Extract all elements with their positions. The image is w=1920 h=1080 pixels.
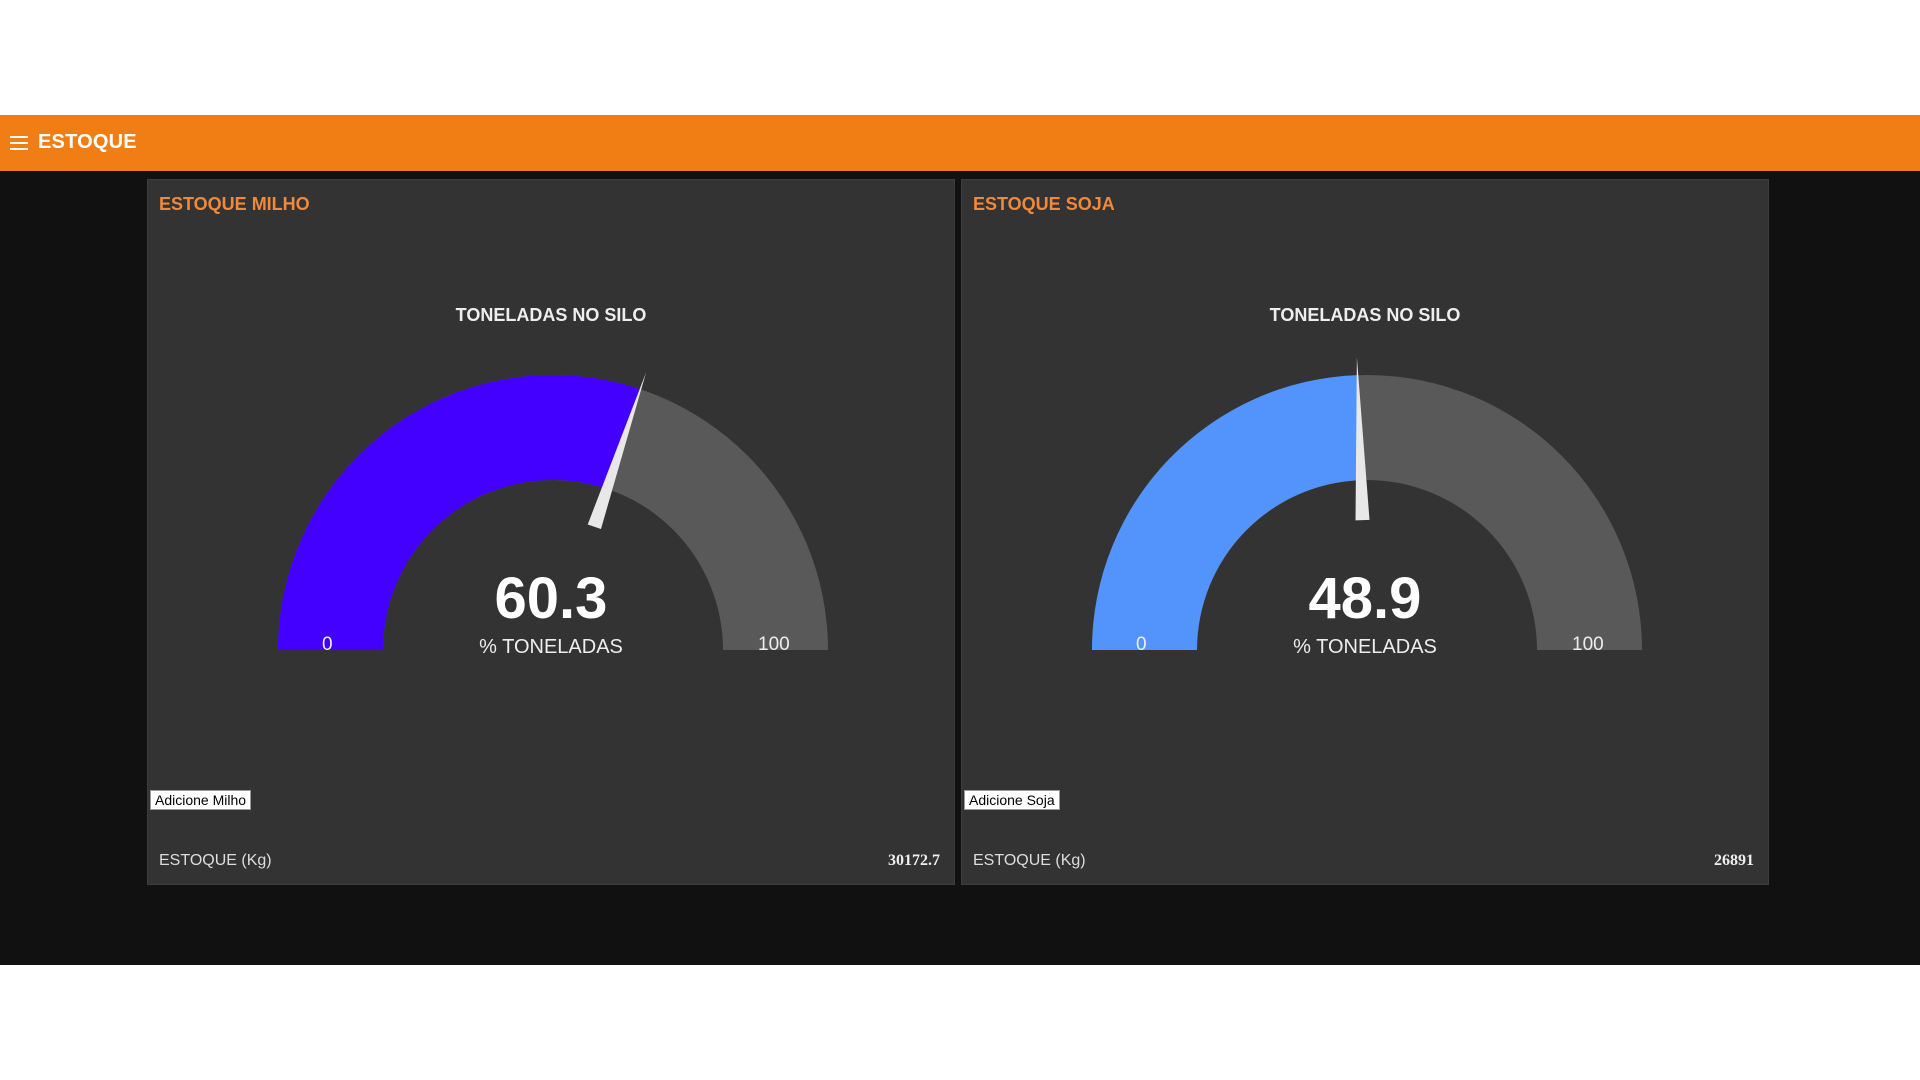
stock-value: 30172.7 bbox=[888, 852, 940, 869]
gauge-value: 48.9 bbox=[1308, 566, 1422, 631]
card-title: ESTOQUE SOJA bbox=[973, 194, 1115, 214]
gauge-max-label: 100 bbox=[758, 634, 790, 655]
stock-label: ESTOQUE (Kg) bbox=[159, 852, 272, 869]
dashboard: ESTOQUE ESTOQUE MILHO TONELADAS NO SILO … bbox=[0, 115, 1920, 965]
gauge-needle bbox=[587, 372, 647, 529]
stock-label: ESTOQUE (Kg) bbox=[973, 852, 1086, 869]
gauge-max-label: 100 bbox=[1572, 634, 1604, 655]
card-milho: ESTOQUE MILHO TONELADAS NO SILO 60.3 % T… bbox=[147, 179, 955, 885]
gauge-min-label: 0 bbox=[1136, 634, 1147, 655]
gauge-fill bbox=[1092, 375, 1362, 650]
hamburger-menu-icon[interactable] bbox=[10, 136, 28, 150]
stock-value: 26891 bbox=[1714, 852, 1754, 869]
top-bar: ESTOQUE bbox=[0, 115, 1920, 171]
gauge-milho bbox=[278, 372, 828, 650]
gauge-label: TONELADAS NO SILO bbox=[455, 305, 647, 325]
gauge-unit: % TONELADAS bbox=[479, 636, 623, 658]
gauge-fill bbox=[278, 374, 641, 650]
gauge-label: TONELADAS NO SILO bbox=[1269, 305, 1461, 325]
add-soja-button[interactable]: Adicione Soja bbox=[964, 790, 1060, 810]
card-soja: ESTOQUE SOJA TONELADAS NO SILO 48.9 % TO… bbox=[961, 179, 1769, 885]
card-title: ESTOQUE MILHO bbox=[159, 194, 310, 214]
gauge-min-label: 0 bbox=[322, 634, 333, 655]
add-milho-button[interactable]: Adicione Milho bbox=[150, 790, 252, 810]
gauge-value: 60.3 bbox=[494, 566, 608, 631]
gauge-unit: % TONELADAS bbox=[1293, 636, 1437, 658]
app-title: ESTOQUE bbox=[38, 131, 137, 153]
gauge-needle bbox=[1355, 357, 1370, 521]
gauge-soja bbox=[1092, 357, 1642, 650]
